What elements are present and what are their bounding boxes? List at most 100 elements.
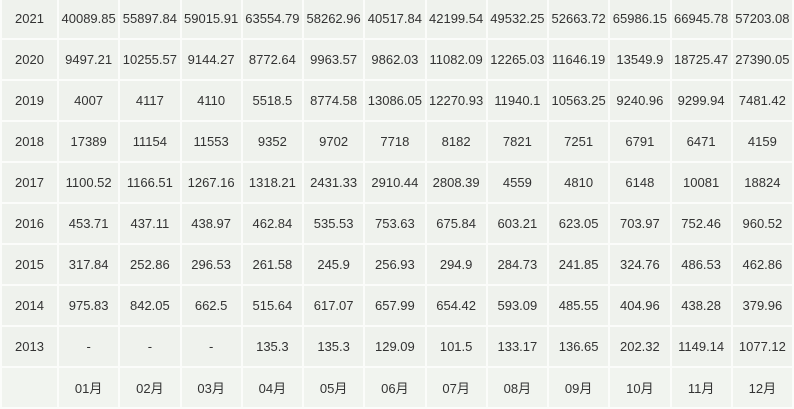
value-cell: 256.93 xyxy=(363,243,427,286)
month-header-cell: 08月 xyxy=(485,366,550,409)
value-cell: 1318.21 xyxy=(240,161,305,204)
value-cell: 12265.03 xyxy=(485,38,550,81)
value-cell: 1166.51 xyxy=(118,161,182,204)
value-cell: 9497.21 xyxy=(56,38,121,81)
value-cell: 462.86 xyxy=(730,243,794,286)
value-cell: 8774.58 xyxy=(301,79,366,122)
value-cell: 241.85 xyxy=(546,243,611,286)
value-cell: 535.53 xyxy=(301,202,366,245)
value-cell: 7481.42 xyxy=(730,79,794,122)
table-row: 2013- - -135.3 135.3 129.09 101.5 133.17 136.65… xyxy=(0,325,794,368)
value-cell: 10255.57 xyxy=(118,38,182,81)
value-cell: 11553 xyxy=(179,120,243,163)
value-cell: 317.84 xyxy=(56,243,121,286)
value-cell: 753.63 xyxy=(363,202,427,245)
table-row: 2017 1100.52 1166.51 1267.16 1318.21 2431.33 2… xyxy=(0,161,794,204)
value-cell: 63554.79 xyxy=(240,0,305,40)
value-cell: 10563.25 xyxy=(546,79,611,122)
value-cell: 379.96 xyxy=(730,284,794,327)
table-row: 2015 317.84 252.86 296.53 261.58 245.9 256.93 2… xyxy=(0,243,794,286)
value-cell: 4110 xyxy=(179,79,243,122)
value-cell: 404.96 xyxy=(608,284,672,327)
empty-corner-cell xyxy=(0,366,59,409)
value-cell: 18824 xyxy=(730,161,794,204)
value-cell: 136.65 xyxy=(546,325,611,368)
value-cell: 462.84 xyxy=(240,202,305,245)
value-cell: 7718 xyxy=(363,120,427,163)
month-header-cell: 05月 xyxy=(301,366,366,409)
value-cell: 842.05 xyxy=(118,284,182,327)
value-cell: - xyxy=(179,325,243,368)
value-cell: 9862.03 xyxy=(363,38,427,81)
value-cell: 12270.93 xyxy=(424,79,488,122)
value-cell: 6148 xyxy=(608,161,672,204)
value-cell: 7821 xyxy=(485,120,550,163)
value-cell: 975.83 xyxy=(56,284,121,327)
value-cell: 101.5 xyxy=(424,325,488,368)
table-row: 2020 9497.21 10255.57 9144.27 8772.64 9963.57… xyxy=(0,38,794,81)
month-header-cell: 10月 xyxy=(608,366,672,409)
value-cell: 49532.25 xyxy=(485,0,550,40)
value-cell: 657.99 xyxy=(363,284,427,327)
value-cell: 135.3 xyxy=(240,325,305,368)
value-cell: 752.46 xyxy=(669,202,733,245)
table-row: 2021 40089.85 55897.84 59015.91 63554.79 5826… xyxy=(0,0,794,40)
year-cell: 2017 xyxy=(0,161,59,204)
value-cell: 6791 xyxy=(608,120,672,163)
value-cell: 11646.19 xyxy=(546,38,611,81)
value-cell: 654.42 xyxy=(424,284,488,327)
value-cell: 2910.44 xyxy=(363,161,427,204)
value-cell: 9963.57 xyxy=(301,38,366,81)
value-cell: 9144.27 xyxy=(179,38,243,81)
value-cell: 13549.9 xyxy=(608,38,672,81)
month-header-cell: 11月 xyxy=(669,366,733,409)
value-cell: 9299.94 xyxy=(669,79,733,122)
value-cell: 245.9 xyxy=(301,243,366,286)
month-header-cell: 09月 xyxy=(546,366,611,409)
value-cell: 4117 xyxy=(118,79,182,122)
value-cell: 617.07 xyxy=(301,284,366,327)
year-cell: 2018 xyxy=(0,120,59,163)
year-cell: 2015 xyxy=(0,243,59,286)
value-cell: 593.09 xyxy=(485,284,550,327)
value-cell: - xyxy=(56,325,121,368)
value-cell: 11082.09 xyxy=(424,38,488,81)
value-cell: 515.64 xyxy=(240,284,305,327)
value-cell: 40517.84 xyxy=(363,0,427,40)
value-cell: 960.52 xyxy=(730,202,794,245)
value-cell: 324.76 xyxy=(608,243,672,286)
value-cell: 261.58 xyxy=(240,243,305,286)
month-header-cell: 02月 xyxy=(118,366,182,409)
year-cell: 2013 xyxy=(0,325,59,368)
value-cell: 485.55 xyxy=(546,284,611,327)
value-cell: 57203.08 xyxy=(730,0,794,40)
value-cell: 10081 xyxy=(669,161,733,204)
value-cell: 65986.15 xyxy=(608,0,672,40)
year-cell: 2020 xyxy=(0,38,59,81)
value-cell: 8182 xyxy=(424,120,488,163)
value-cell: 13086.05 xyxy=(363,79,427,122)
value-cell: 8772.64 xyxy=(240,38,305,81)
value-cell: 7251 xyxy=(546,120,611,163)
value-cell: 17389 xyxy=(56,120,121,163)
table-row: 2018 17389 11154 11553 9352 9702 7718 8182 7821 7… xyxy=(0,120,794,163)
value-cell: - xyxy=(118,325,182,368)
month-header-row: 01月 02月 03月 04月 05月 06月 07月 08月 09月 10月 11月 12月 xyxy=(0,366,794,409)
value-cell: 603.21 xyxy=(485,202,550,245)
value-cell: 11940.1 xyxy=(485,79,550,122)
value-cell: 55897.84 xyxy=(118,0,182,40)
value-cell: 1100.52 xyxy=(56,161,121,204)
value-cell: 59015.91 xyxy=(179,0,243,40)
value-cell: 1077.12 xyxy=(730,325,794,368)
value-cell: 703.97 xyxy=(608,202,672,245)
value-cell: 675.84 xyxy=(424,202,488,245)
value-cell: 27390.05 xyxy=(730,38,794,81)
value-cell: 58262.96 xyxy=(301,0,366,40)
year-cell: 2016 xyxy=(0,202,59,245)
value-cell: 202.32 xyxy=(608,325,672,368)
year-cell: 2021 xyxy=(0,0,59,40)
value-cell: 42199.54 xyxy=(424,0,488,40)
table-row: 2016 453.71 437.11 438.97 462.84 535.53 753.63… xyxy=(0,202,794,245)
